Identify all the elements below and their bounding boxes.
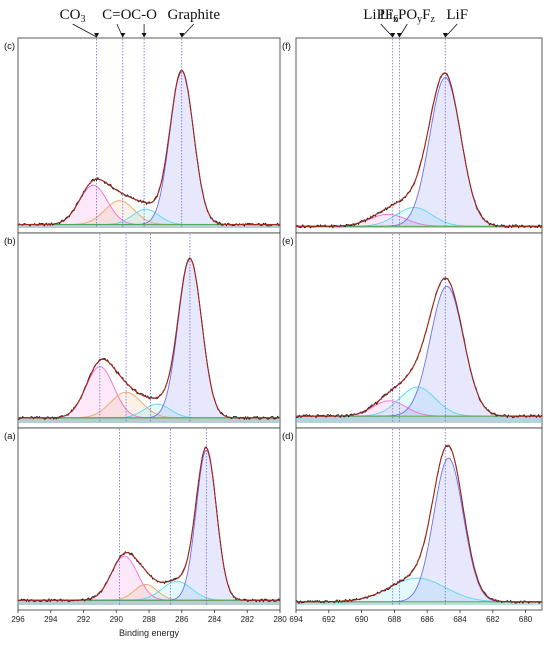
peak-arrow — [380, 23, 394, 38]
arrow-head — [179, 33, 185, 38]
panel-label: (d) — [282, 431, 294, 442]
panel-b: (b) — [4, 232, 281, 429]
panel-d: (d) 694 692 690 688 686 684 682 680 — [282, 427, 543, 624]
peak-label: LiPF6 — [363, 7, 398, 25]
component-fill-2 — [18, 584, 280, 605]
component-fill-1 — [296, 400, 542, 423]
peak-label: C-O — [131, 7, 157, 23]
fit-envelope — [296, 277, 542, 417]
x-tick-label: 280 — [273, 615, 287, 624]
panel-a: (a) 296 294 292 290 288 286 284 282 280 Binding en… — [4, 427, 287, 638]
panel-label: (e) — [282, 236, 294, 247]
component-fill-4 — [18, 450, 280, 605]
x-tick-label: 284 — [208, 615, 222, 624]
panel-frame — [17, 232, 281, 429]
component-fill-3 — [18, 209, 280, 228]
fit-envelope — [18, 257, 280, 419]
background-band — [18, 599, 280, 605]
component-fill-1 — [18, 366, 280, 423]
panel-label: (b) — [4, 236, 16, 247]
peak-label: LixPOyFz — [380, 7, 436, 25]
raw-spectrum — [17, 69, 281, 227]
panel-label: (c) — [4, 41, 15, 52]
x-tick-label: 292 — [77, 615, 91, 624]
component-fill-1 — [296, 214, 542, 228]
peak-label: C=O — [102, 7, 131, 23]
background-band — [296, 415, 542, 423]
background-band — [18, 223, 280, 228]
x-tick-label: 282 — [241, 615, 255, 624]
x-tick-label: 692 — [322, 615, 336, 624]
x-tick-label: 688 — [388, 615, 402, 624]
x-tick-label: 684 — [453, 615, 467, 624]
x-tick-label: 690 — [355, 615, 369, 624]
peak-arrow — [72, 23, 97, 38]
component-fill-1 — [18, 556, 280, 605]
x-tick-label: 682 — [486, 615, 500, 624]
x-tick-label: 286 — [175, 615, 189, 624]
component-fill-2 — [296, 387, 542, 423]
x-tick-label: 694 — [289, 615, 303, 624]
peak-arrow — [181, 23, 195, 38]
component-fill-1 — [296, 578, 542, 605]
panel-frame — [295, 37, 543, 234]
x-tick-label: 288 — [142, 615, 156, 624]
fit-envelope — [296, 444, 542, 603]
raw-spectrum — [17, 257, 281, 421]
component-fill-2 — [18, 392, 280, 423]
panel-label: (f) — [282, 41, 291, 52]
arrow-head — [141, 33, 147, 38]
arrow-head — [396, 33, 402, 38]
x-tick-label: 296 — [11, 615, 25, 624]
peak-arrow — [444, 23, 458, 38]
panel-frame — [295, 427, 543, 611]
x-tick-label: 686 — [421, 615, 435, 624]
peak-label: Graphite — [168, 7, 221, 23]
panel-frame — [295, 232, 543, 429]
component-fill-3 — [296, 286, 542, 423]
panel-frame — [17, 37, 281, 234]
peak-label: LiF — [446, 7, 468, 23]
panel-frame — [17, 427, 281, 611]
component-fill-1 — [18, 185, 280, 228]
panel-c: (c) CO3 C=O C-O Graphite — [4, 7, 281, 234]
x-tick-label: 294 — [44, 615, 58, 624]
panel-e: (e) — [282, 232, 543, 429]
fit-envelope — [18, 69, 280, 226]
peak-label: CO3 — [60, 7, 86, 25]
fit-envelope — [296, 72, 542, 227]
background-band — [18, 416, 280, 423]
arrow-head — [442, 33, 448, 38]
arrow-head — [120, 33, 126, 38]
x-tick-label: 680 — [519, 615, 533, 624]
x-axis-label: Binding energy — [119, 628, 180, 638]
arrow-head — [390, 33, 396, 38]
arrow-head — [94, 33, 100, 38]
panel-label: (a) — [4, 431, 16, 442]
component-fill-3 — [296, 77, 542, 228]
component-fill-2 — [296, 207, 542, 228]
background-band — [296, 600, 542, 605]
fit-envelope — [18, 446, 280, 601]
x-tick-label: 290 — [110, 615, 124, 624]
panels-layer: (c) CO3 C=O C-O Graphite (b) (a) 296 294 292 290 28… — [4, 7, 543, 638]
